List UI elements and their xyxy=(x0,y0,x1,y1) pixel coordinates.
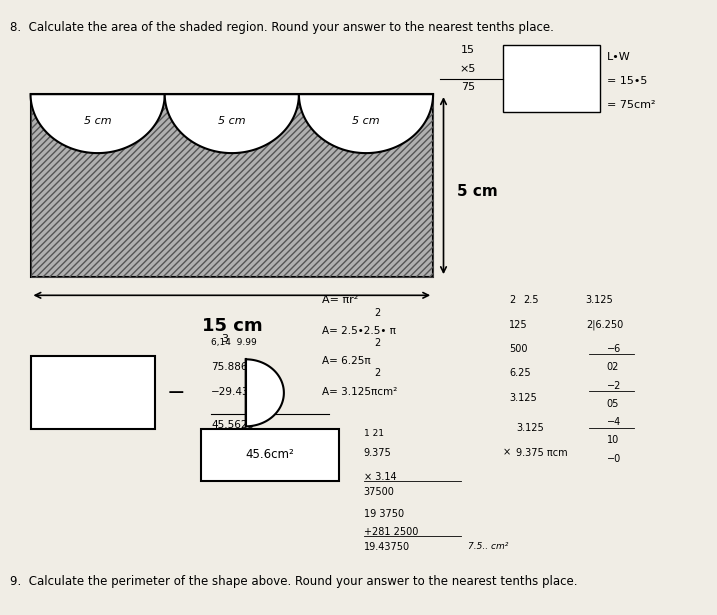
Text: 8.  Calculate the area of the shaded region. Round your answer to the nearest te: 8. Calculate the area of the shaded regi… xyxy=(10,21,554,34)
Text: A= 2.5•2.5• π: A= 2.5•2.5• π xyxy=(322,326,396,336)
Polygon shape xyxy=(31,356,156,429)
Text: −6: −6 xyxy=(607,344,621,354)
Text: −4: −4 xyxy=(607,417,621,427)
Text: 5 cm: 5 cm xyxy=(218,116,246,125)
Text: 3.125: 3.125 xyxy=(510,393,537,403)
Text: 2|6.250: 2|6.250 xyxy=(586,320,623,330)
Text: 6.25: 6.25 xyxy=(510,368,531,378)
Text: 500: 500 xyxy=(510,344,528,354)
Text: 9.375 πcm: 9.375 πcm xyxy=(516,448,568,458)
FancyBboxPatch shape xyxy=(201,429,339,481)
Text: × 3.14: × 3.14 xyxy=(364,472,397,482)
Text: 19 3750: 19 3750 xyxy=(364,509,404,518)
Text: = 75cm²: = 75cm² xyxy=(607,100,655,110)
Text: 125: 125 xyxy=(510,320,528,330)
Text: 2: 2 xyxy=(374,368,380,378)
Text: +281 2500: +281 2500 xyxy=(364,527,418,537)
Text: 19.43750: 19.43750 xyxy=(364,542,410,552)
Polygon shape xyxy=(31,94,433,277)
Text: 5 cm: 5 cm xyxy=(84,116,111,125)
Text: 7.5.. cm²: 7.5.. cm² xyxy=(467,542,508,551)
Text: 75.8860: 75.8860 xyxy=(211,362,254,372)
Text: 5 cm: 5 cm xyxy=(352,116,380,125)
Text: ×5: ×5 xyxy=(460,64,476,74)
Text: −0: −0 xyxy=(607,454,621,464)
Text: 6,14  9.99: 6,14 9.99 xyxy=(211,338,257,347)
Text: A= πr²: A= πr² xyxy=(322,295,358,305)
Text: 45.6cm²: 45.6cm² xyxy=(246,448,295,461)
Text: 37500: 37500 xyxy=(364,487,394,498)
Text: 3.125: 3.125 xyxy=(586,295,614,305)
Text: L•W: L•W xyxy=(607,52,630,62)
Text: 3.125: 3.125 xyxy=(516,423,544,434)
Text: −29.4375: −29.4375 xyxy=(211,387,263,397)
Text: 45.5625: 45.5625 xyxy=(211,420,254,430)
Text: 75: 75 xyxy=(461,82,475,92)
Text: 05: 05 xyxy=(607,399,619,409)
Text: 2: 2 xyxy=(374,308,380,317)
Text: 2.5: 2.5 xyxy=(523,295,538,305)
Text: 9.375: 9.375 xyxy=(364,448,391,458)
Text: = 15•5: = 15•5 xyxy=(607,76,647,86)
Polygon shape xyxy=(299,94,433,153)
Text: 15: 15 xyxy=(461,46,475,55)
Text: 5 cm: 5 cm xyxy=(457,184,498,199)
FancyBboxPatch shape xyxy=(503,46,599,113)
Text: 3: 3 xyxy=(222,334,229,344)
Polygon shape xyxy=(246,359,284,426)
Text: A= 6.25π: A= 6.25π xyxy=(322,356,371,367)
Text: −: − xyxy=(167,383,186,403)
Polygon shape xyxy=(165,94,299,153)
Text: −2: −2 xyxy=(607,381,621,391)
Text: 10: 10 xyxy=(607,435,619,445)
Polygon shape xyxy=(31,94,165,153)
Text: 1 21: 1 21 xyxy=(364,429,384,438)
Text: 9.  Calculate the perimeter of the shape above. Round your answer to the nearest: 9. Calculate the perimeter of the shape … xyxy=(10,575,577,588)
Text: 15 cm: 15 cm xyxy=(201,317,262,335)
Text: 2: 2 xyxy=(510,295,516,305)
Text: A= 3.125πcm²: A= 3.125πcm² xyxy=(322,387,397,397)
Text: ×: × xyxy=(503,448,511,458)
Text: 02: 02 xyxy=(607,362,619,372)
Text: 2: 2 xyxy=(374,338,380,348)
